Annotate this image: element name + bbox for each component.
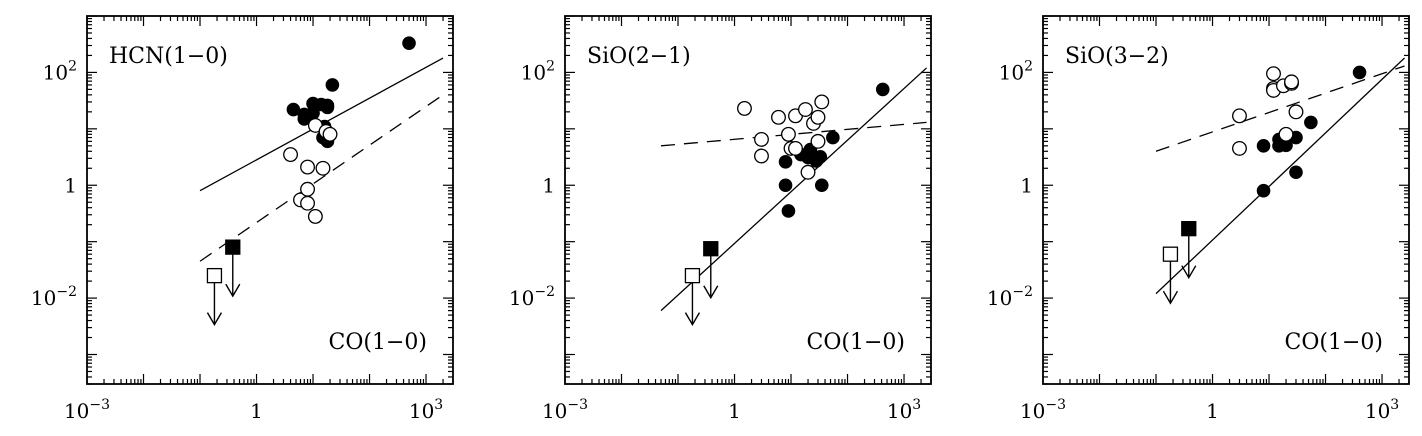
open-circle-point bbox=[771, 109, 786, 125]
filled-circle-point bbox=[778, 178, 793, 193]
y-tick-label: 10−2 bbox=[987, 284, 1033, 310]
reference-label: CO(1−0) bbox=[807, 330, 905, 355]
open-circle-point bbox=[798, 102, 813, 117]
plot-frame bbox=[1042, 15, 1410, 385]
panel-2: 10−3 1 103 10−2 1 102 SiO(2−1) CO(1−0) bbox=[509, 15, 932, 423]
open-circle-point bbox=[800, 164, 816, 180]
data-markers bbox=[206, 36, 416, 327]
filled-circle-point bbox=[1256, 183, 1271, 198]
fit-lines bbox=[1155, 57, 1405, 295]
y-ticks bbox=[1043, 15, 1409, 385]
y-tick-label: 1 bbox=[64, 173, 77, 197]
filled-circle-point bbox=[778, 155, 793, 169]
x-tick-label: 103 bbox=[887, 397, 921, 423]
open-circle-point bbox=[300, 195, 316, 211]
open-circle-point bbox=[307, 208, 323, 224]
filled-circle-point bbox=[781, 204, 796, 218]
open-circle-point bbox=[788, 140, 803, 156]
fit-lines bbox=[660, 67, 927, 312]
filled-square-upper-limit bbox=[1181, 221, 1197, 237]
y-tick-label: 1 bbox=[542, 173, 555, 197]
filled-circle-point bbox=[1352, 65, 1367, 80]
open-circle-point bbox=[737, 100, 752, 116]
filled-circle-point bbox=[875, 82, 890, 97]
filled-circle-point bbox=[1304, 115, 1318, 130]
y-tick-label: 102 bbox=[43, 58, 77, 84]
open-circle-point bbox=[754, 131, 769, 147]
y-ticks bbox=[565, 15, 931, 385]
filled-circle-point bbox=[402, 36, 416, 50]
panel-1: 10−3 1 103 10−2 1 102 HCN(1−0) CO(1−0) bbox=[31, 15, 454, 423]
y-tick-label: 102 bbox=[521, 58, 555, 84]
open-circle-point bbox=[315, 160, 331, 176]
x-tick-label: 1 bbox=[1206, 399, 1219, 423]
fit-lines bbox=[199, 57, 444, 262]
open-circle-point bbox=[780, 126, 796, 142]
dashed-fit-line bbox=[199, 94, 444, 262]
upper-limit-arrowhead bbox=[703, 285, 719, 300]
reference-label: CO(1−0) bbox=[329, 330, 427, 355]
x-tick-label: 10−3 bbox=[1020, 397, 1066, 423]
open-circle-point bbox=[1266, 66, 1281, 82]
open-circle-point bbox=[1232, 108, 1247, 124]
y-tick-label: 10−2 bbox=[509, 284, 555, 310]
solid-fit-line bbox=[1155, 57, 1405, 295]
open-square-upper-limit bbox=[206, 267, 223, 284]
molecule-label: HCN(1−0) bbox=[109, 44, 228, 69]
upper-limit-arrowhead bbox=[206, 312, 223, 327]
filled-circle-point bbox=[1256, 139, 1271, 153]
x-tick-label: 10−3 bbox=[64, 397, 110, 423]
open-circle-point bbox=[810, 109, 826, 125]
x-tick-label: 1 bbox=[250, 399, 263, 423]
x-tick-label: 103 bbox=[409, 397, 443, 423]
open-circle-point bbox=[283, 147, 298, 163]
open-circle-point bbox=[300, 181, 316, 197]
filled-square-upper-limit bbox=[703, 241, 719, 257]
open-circle-point bbox=[300, 159, 316, 175]
open-circle-point bbox=[814, 94, 830, 110]
filled-square-upper-limit bbox=[225, 239, 241, 255]
upper-limit-arrowhead bbox=[684, 312, 701, 327]
open-circle-point bbox=[1284, 74, 1299, 90]
open-circle-point bbox=[322, 126, 338, 142]
open-circle-point bbox=[810, 133, 826, 149]
molecule-label: SiO(2−1) bbox=[587, 44, 691, 69]
filled-circle-point bbox=[1289, 165, 1303, 180]
data-markers bbox=[1162, 65, 1367, 305]
filled-circle-point bbox=[813, 149, 828, 164]
molecule-label: SiO(3−2) bbox=[1065, 44, 1169, 69]
plot-frame bbox=[86, 15, 454, 385]
x-tick-label: 1 bbox=[728, 399, 741, 423]
open-square-upper-limit bbox=[1162, 246, 1179, 262]
filled-circle-point bbox=[320, 100, 335, 115]
upper-limit-arrowhead bbox=[1181, 265, 1197, 280]
x-ticks bbox=[564, 16, 932, 384]
x-tick-label: 103 bbox=[1365, 397, 1399, 423]
x-ticks bbox=[1042, 16, 1410, 384]
x-ticks bbox=[86, 16, 454, 384]
y-tick-label: 10−2 bbox=[31, 284, 77, 310]
filled-circle-point bbox=[325, 78, 340, 92]
dashed-fit-line bbox=[1155, 65, 1405, 152]
plot-frame bbox=[564, 15, 932, 385]
y-tick-label: 102 bbox=[999, 58, 1033, 84]
upper-limit-arrowhead bbox=[1162, 290, 1179, 305]
panel-3: 10−3 1 103 10−2 1 102 SiO(3−2) CO(1−0) bbox=[987, 15, 1410, 423]
data-markers bbox=[684, 82, 890, 327]
open-circle-point bbox=[1278, 126, 1294, 142]
open-circle-point bbox=[1288, 104, 1304, 120]
reference-label: CO(1−0) bbox=[1285, 330, 1383, 355]
y-ticks bbox=[87, 15, 453, 385]
open-square-upper-limit bbox=[684, 267, 701, 284]
x-tick-label: 10−3 bbox=[542, 397, 588, 423]
open-circle-point bbox=[754, 148, 769, 164]
solid-fit-line bbox=[660, 67, 927, 312]
filled-circle-point bbox=[826, 130, 840, 145]
y-tick-label: 1 bbox=[1020, 173, 1033, 197]
upper-limit-arrowhead bbox=[225, 283, 241, 298]
open-circle-point bbox=[1232, 140, 1247, 156]
filled-circle-point bbox=[814, 178, 829, 193]
